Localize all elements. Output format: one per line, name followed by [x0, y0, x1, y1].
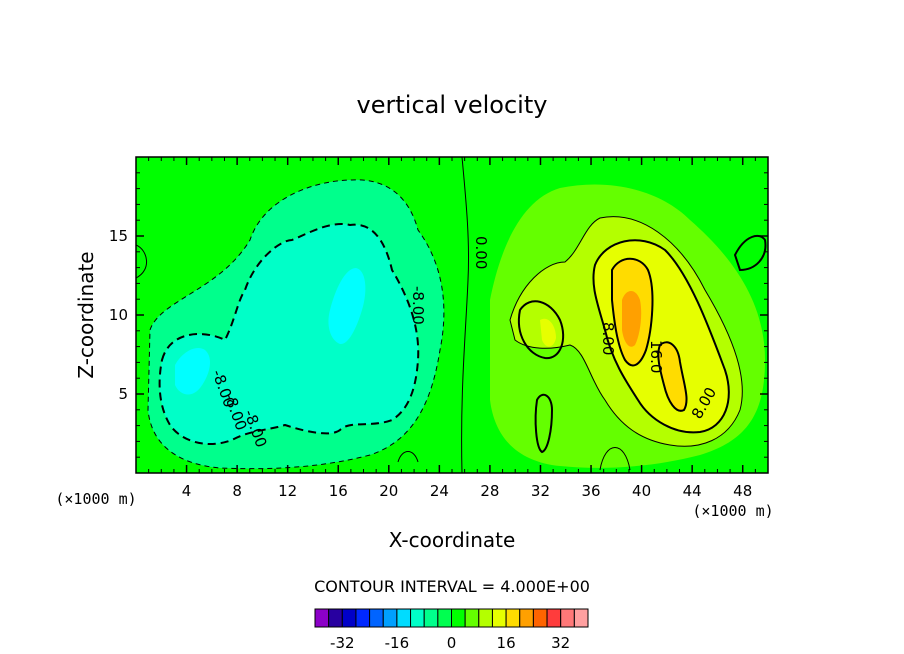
- contour-line-zero: [461, 157, 470, 473]
- x-tick-label: 16: [329, 482, 348, 500]
- x-tick-label: 32: [531, 482, 550, 500]
- x-tick-label: 4: [182, 482, 192, 500]
- colorbar-swatch: [341, 608, 357, 628]
- colorbar-tick-label: -16: [385, 634, 410, 652]
- x-axis: 4 8 12 16 20 24 28 32 36 40 44 48: [148, 157, 756, 500]
- contour-fill-plus20: [622, 291, 642, 347]
- colorbar: -32 -16 0 16 32: [314, 608, 589, 652]
- downdraft-region: [147, 179, 445, 470]
- updraft-region: [490, 184, 767, 468]
- colorbar-tick-label: 16: [497, 634, 516, 652]
- contour-line-bottom2: [599, 447, 631, 471]
- x-tick-label: 8: [232, 482, 242, 500]
- contour-line-bottom1: [397, 451, 419, 463]
- contour-line-plus16b: [657, 341, 688, 412]
- contour-line-minus4: [147, 179, 445, 470]
- y-tick-label: 15: [109, 227, 128, 245]
- colorbar-tick-label: -32: [330, 634, 355, 652]
- x-tick-label: 40: [632, 482, 651, 500]
- contour-label: 0.00: [472, 236, 490, 269]
- colorbar-swatch: [437, 608, 453, 628]
- chart-title: vertical velocity: [357, 91, 548, 119]
- y-tick-label: 10: [109, 306, 128, 324]
- x-tick-label: 20: [379, 482, 398, 500]
- contour-line-minus8: [158, 223, 420, 445]
- colorbar-swatch: [451, 608, 466, 628]
- colorbar-swatch: [382, 608, 398, 628]
- contour-line-plus8b: [517, 300, 565, 360]
- contour-line-plus4: [509, 216, 743, 447]
- colorbar-swatch: [491, 608, 507, 628]
- x-tick-label: 24: [430, 482, 449, 500]
- colorbar-swatch: [505, 608, 521, 628]
- x-unit-left: (×1000 m): [55, 490, 136, 508]
- x-tick-label: 48: [733, 482, 752, 500]
- colorbar-tick-label: 0: [447, 634, 457, 652]
- contour-fill-plus12b: [540, 318, 556, 347]
- colorbar-swatch: [546, 608, 562, 628]
- colorbar-swatch: [464, 608, 480, 628]
- contour-line-plus8c: [534, 393, 554, 454]
- x-tick-label: 44: [683, 482, 702, 500]
- contour-label: 16.0: [647, 340, 665, 373]
- x-unit-right: (×1000 m): [692, 502, 773, 520]
- contour-label: -8.00: [409, 286, 427, 325]
- colorbar-swatch: [314, 608, 330, 628]
- colorbar-tick-label: 32: [551, 634, 570, 652]
- colorbar-swatch: [423, 608, 439, 628]
- contour-fill-minus16b: [175, 347, 211, 395]
- colorbar-swatch: [560, 608, 575, 628]
- colorbar-swatch: [396, 608, 412, 628]
- y-axis: 5 10 15: [109, 172, 768, 458]
- colorbar-swatch: [519, 608, 534, 628]
- contour-line-small: [733, 234, 767, 272]
- x-tick-label: 36: [581, 482, 600, 500]
- colorbar-swatch: [478, 608, 493, 628]
- contour-fill-minus16: [328, 268, 366, 345]
- colorbar-swatch: [532, 608, 548, 628]
- x-tick-label: 28: [480, 482, 499, 500]
- colorbar-swatch: [410, 608, 425, 628]
- contour-line-plus16: [611, 257, 654, 367]
- contour-interval-text: CONTOUR INTERVAL = 4.000E+00: [314, 577, 590, 596]
- colorbar-swatch: [328, 608, 343, 628]
- y-tick-label: 5: [118, 385, 128, 403]
- x-axis-label: X-coordinate: [389, 528, 516, 552]
- contour-line-left: [136, 244, 147, 279]
- colorbar-swatch: [355, 608, 371, 628]
- contour-line-plus8: [592, 239, 730, 434]
- contour-label: 8.00: [599, 322, 617, 355]
- plot-area: -8.00 -8.00 -8.00 -8.00 0.00 8.00 16.0 8…: [136, 157, 768, 473]
- y-axis-label: Z-coordinate: [74, 251, 98, 378]
- colorbar-swatch: [369, 608, 384, 628]
- colorbar-swatch: [573, 608, 589, 628]
- x-tick-label: 12: [278, 482, 297, 500]
